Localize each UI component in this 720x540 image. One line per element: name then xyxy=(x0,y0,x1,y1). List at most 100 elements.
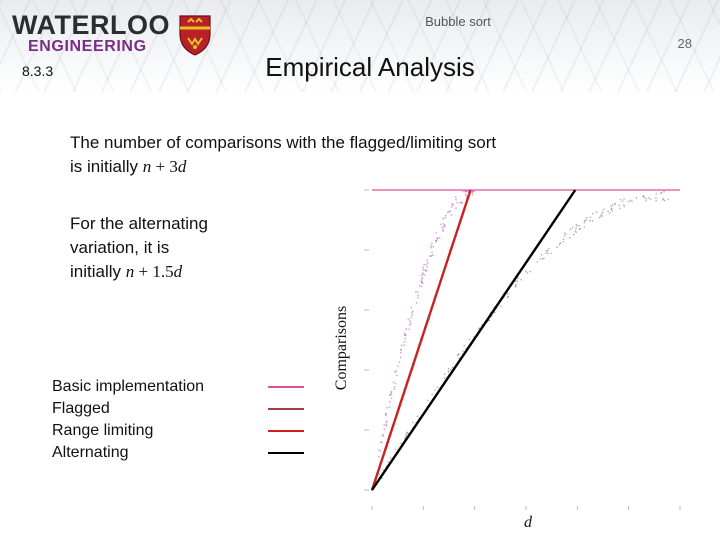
scatter-point-alternating xyxy=(655,193,657,195)
scatter-point-range xyxy=(422,332,425,334)
scatter-point-alternating xyxy=(387,460,389,463)
scatter-point-alternating xyxy=(559,242,562,244)
scatter-point-flagged xyxy=(390,391,393,394)
scatter-point-alternating xyxy=(608,212,611,214)
scatter-point-alternating xyxy=(585,219,587,221)
scatter-point-range xyxy=(379,464,382,467)
scatter-point-flagged xyxy=(392,381,395,384)
legend-label: Alternating xyxy=(52,444,129,461)
scatter-point-range xyxy=(421,339,423,342)
scatter-point-range xyxy=(379,466,381,469)
scatter-point-alternating xyxy=(427,399,429,402)
scatter-point-flagged xyxy=(422,273,425,276)
flagged-formula: n + 3d xyxy=(142,157,187,176)
scatter-point-flagged xyxy=(456,201,459,204)
scatter-point-flagged xyxy=(404,334,407,337)
scatter-point-alternating xyxy=(663,199,666,202)
scatter-point-alternating xyxy=(645,197,647,200)
scatter-point-flagged xyxy=(409,320,411,322)
scatter-point-range xyxy=(398,402,401,405)
scatter-point-alternating xyxy=(507,292,509,295)
scatter-point-alternating xyxy=(506,296,509,299)
scatter-point-flagged xyxy=(444,217,447,219)
scatter-point-alternating xyxy=(381,477,384,479)
scatter-point-flagged xyxy=(417,296,419,299)
scatter-point-alternating xyxy=(541,258,544,260)
scatter-point-flagged xyxy=(383,424,386,426)
scatter-point-alternating xyxy=(595,211,598,213)
scatter-point-alternating xyxy=(565,233,567,236)
scatter-point-alternating xyxy=(451,366,454,369)
scatter-point-flagged xyxy=(410,306,413,309)
scatter-point-flagged xyxy=(471,193,474,196)
scatter-point-range xyxy=(446,259,449,262)
scatter-point-range xyxy=(382,455,385,458)
scatter-point-flagged xyxy=(414,291,417,293)
scatter-point-range xyxy=(380,461,383,463)
scatter-point-alternating xyxy=(618,204,620,207)
scatter-point-alternating xyxy=(447,367,450,370)
scatter-point-alternating xyxy=(600,213,603,215)
x-axis-label: d xyxy=(524,514,533,531)
scatter-point-flagged xyxy=(430,244,433,247)
scatter-point-flagged xyxy=(389,393,392,396)
scatter-point-flagged xyxy=(435,231,438,234)
scatter-point-alternating xyxy=(546,250,549,252)
scatter-point-flagged xyxy=(455,198,457,201)
scatter-point-alternating xyxy=(543,257,545,260)
scatter-point-alternating xyxy=(478,327,480,329)
scatter-point-alternating xyxy=(544,252,547,254)
scatter-point-flagged xyxy=(420,281,423,284)
scatter-point-flagged xyxy=(410,316,412,319)
scatter-point-alternating xyxy=(667,198,670,201)
scatter-point-alternating xyxy=(623,205,626,208)
scatter-point-range xyxy=(453,237,456,240)
scatter-point-alternating xyxy=(436,386,439,389)
scatter-point-flagged xyxy=(411,310,414,313)
legend-item-flagged: Flagged xyxy=(52,398,312,420)
scatter-point-flagged xyxy=(394,382,397,385)
scatter-point-alternating xyxy=(575,223,578,226)
scatter-point-flagged xyxy=(415,302,418,304)
legend-item-range-limiting: Range limiting xyxy=(52,420,312,442)
scatter-point-alternating xyxy=(642,195,645,197)
slide-title: Empirical Analysis xyxy=(265,52,475,82)
scatter-point-flagged xyxy=(447,210,450,213)
flagged-line2-prefix: is initially xyxy=(70,157,143,176)
comparisons-chart: Comparisons d xyxy=(333,189,681,531)
logo-engineering-text: ENGINEERING xyxy=(28,38,147,55)
scatter-point-alternating xyxy=(573,233,575,236)
scatter-point-alternating xyxy=(515,283,517,286)
scatter-point-alternating xyxy=(601,215,604,217)
alternating-formula: n + 1.5d xyxy=(125,262,183,281)
scatter-point-alternating xyxy=(629,199,632,202)
scatter-point-flagged xyxy=(454,196,457,198)
scatter-point-flagged xyxy=(465,195,468,197)
scatter-point-flagged xyxy=(423,273,426,276)
legend-label: Range limiting xyxy=(52,422,154,439)
scatter-point-range xyxy=(386,445,389,447)
scatter-point-alternating xyxy=(610,205,612,208)
scatter-point-alternating xyxy=(619,198,622,201)
scatter-point-alternating xyxy=(416,415,419,418)
scatter-point-flagged xyxy=(449,210,452,213)
scatter-point-flagged xyxy=(431,251,433,254)
alt-line2: variation, it is xyxy=(70,238,170,257)
scatter-point-flagged xyxy=(444,214,447,217)
scatter-point-alternating xyxy=(536,261,539,263)
scatter-point-range xyxy=(443,268,445,271)
scatter-point-flagged xyxy=(422,268,425,271)
scatter-point-flagged xyxy=(390,397,393,400)
scatter-point-alternating xyxy=(493,311,496,314)
scatter-point-flagged xyxy=(393,388,396,391)
scatter-point-range xyxy=(413,363,416,365)
scatter-point-flagged xyxy=(421,276,424,279)
legend-swatch-range xyxy=(268,430,304,432)
scatter-point-flagged xyxy=(426,259,429,262)
scatter-point-alternating xyxy=(394,448,397,451)
legend-label: Flagged xyxy=(52,400,110,417)
scatter-point-alternating xyxy=(627,200,630,203)
scatter-point-alternating xyxy=(660,191,663,194)
scatter-point-alternating xyxy=(447,371,450,373)
scatter-point-alternating xyxy=(601,211,604,214)
